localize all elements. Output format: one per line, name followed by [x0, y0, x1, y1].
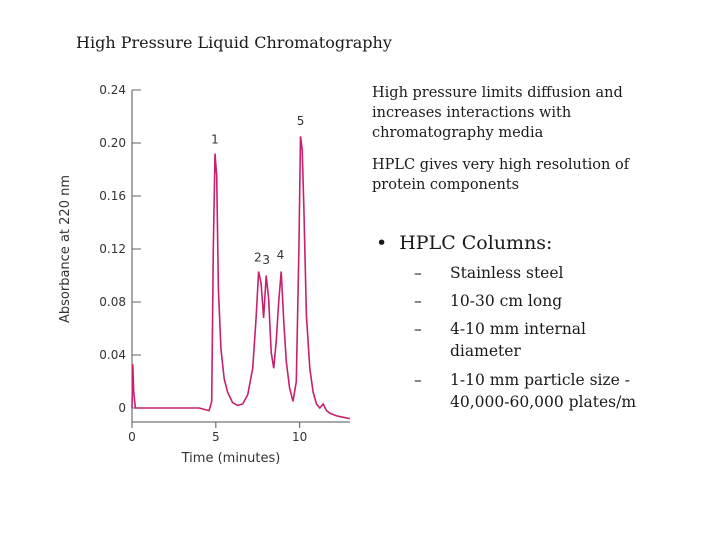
dash: –	[414, 320, 422, 338]
sub-bullet-text: 1-10 mm particle size - 40,000-60,000 pl…	[450, 371, 637, 411]
bullet-heading-text: HPLC Columns:	[399, 232, 553, 254]
peak-label: 2	[254, 251, 262, 265]
x-tick-label: 10	[292, 430, 307, 444]
peak-label: 5	[297, 114, 305, 128]
sub-bullet-text: 10-30 cm long	[450, 292, 563, 310]
y-tick-label: 0.04	[99, 348, 126, 362]
sub-bullet-text: 4-10 mm internal diameter	[450, 320, 587, 360]
sub-bullet-text: Stainless steel	[450, 264, 564, 282]
y-tick-label: 0.16	[99, 189, 126, 203]
bullet-hplc-columns: • HPLC Columns:	[376, 232, 552, 254]
y-tick-label: 0	[118, 401, 126, 415]
x-tick-label: 0	[128, 430, 136, 444]
sub-bullet-length: – 10-30 cm long	[414, 290, 650, 312]
dash: –	[414, 264, 422, 282]
chromatogram-trace	[131, 136, 351, 420]
sub-bullet-material: – Stainless steel	[414, 262, 650, 284]
peak-label: 4	[277, 248, 285, 262]
y-tick-label: 0.20	[99, 136, 126, 150]
x-axis-title: Time (minutes)	[181, 451, 281, 466]
y-tick-label: 0.12	[99, 242, 126, 256]
bullet-dot: •	[376, 232, 388, 254]
chromatogram-chart: 0 0.04 0.08 0.12 0.16 0.20 0.24 0 5 10 1 2 3 4 5 Time…	[58, 83, 351, 466]
peak-label: 1	[211, 133, 219, 147]
peak-label: 3	[262, 253, 270, 267]
dash: –	[414, 371, 422, 389]
x-tick-label: 5	[212, 430, 220, 444]
slide-title: High Pressure Liquid Chromatography	[76, 33, 392, 52]
sub-bullet-diameter: – 4-10 mm internal diameter	[414, 318, 600, 362]
dash: –	[414, 292, 422, 310]
sub-bullet-particle-size: – 1-10 mm particle size - 40,000-60,000 p…	[414, 369, 650, 413]
y-tick-label: 0.24	[99, 83, 126, 97]
y-tick-label: 0.08	[99, 295, 126, 309]
paragraph-resolution: HPLC gives very high resolution of prote…	[372, 157, 630, 193]
paragraph-diffusion: High pressure limits diffusion and incre…	[372, 85, 623, 141]
y-axis-title: Absorbance at 220 nm	[58, 175, 73, 323]
